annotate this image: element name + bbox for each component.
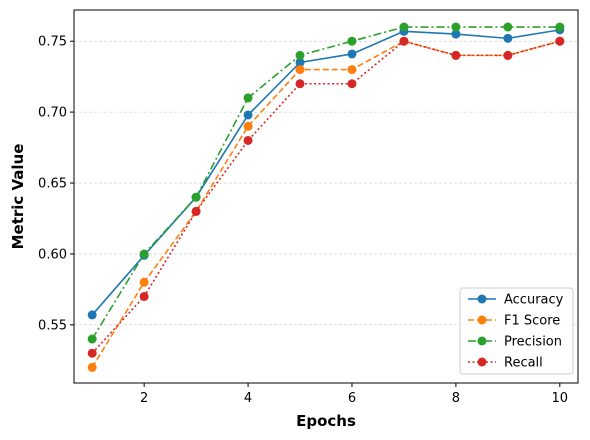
data-point [295,57,305,67]
plot-area-frame [73,9,579,384]
x-tick-label: 4 [244,391,252,406]
legend-marker [477,294,487,304]
data-point [139,291,149,301]
legend-box [459,287,574,375]
data-point [191,206,201,216]
data-point [295,65,305,75]
y-axis-label: Metric Value [9,144,27,250]
series-precision [87,22,565,344]
x-axis-label: Epochs [296,412,356,430]
data-point [451,29,461,39]
data-point [451,50,461,60]
data-point [87,334,97,344]
data-point [191,192,201,202]
data-point [87,348,97,358]
data-point [399,36,409,46]
legend-item: Recall [468,356,543,371]
data-point [347,65,357,75]
x-tick-label: 8 [452,391,460,406]
gridlines [74,40,578,326]
legend-marker [477,357,487,367]
legend-label: F1 Score [504,314,560,329]
data-point [295,79,305,89]
data-point [243,135,253,145]
legend-label: Accuracy [504,293,564,308]
legend-label: Precision [504,335,562,350]
series-line [91,40,561,368]
data-point [503,50,513,60]
data-point [503,22,513,32]
data-point [347,79,357,89]
series-line [91,29,560,316]
x-tick-label: 2 [140,391,148,406]
series-group [87,22,565,372]
y-tick-label: 0.55 [38,318,67,333]
data-point [555,22,565,32]
data-point [139,249,149,259]
x-tick-label: 6 [348,391,356,406]
data-point [503,33,513,43]
legend-marker [477,315,487,325]
series-accuracy [87,25,565,320]
data-point [347,49,357,59]
legend-item: Precision [468,335,562,350]
y-tick-label: 0.65 [38,177,67,192]
data-point [347,36,357,46]
y-tick-label: 0.70 [38,106,67,121]
y-tick-label: 0.75 [38,35,67,50]
data-point [243,93,253,103]
legend-item: F1 Score [468,314,560,329]
legend-item: Accuracy [468,293,564,308]
data-point [295,50,305,60]
data-point [87,362,97,372]
x-axis-ticks: 2 4 6 8 10 [140,383,568,406]
series-line [91,40,561,354]
data-point [243,110,253,120]
data-point [139,277,149,287]
data-point [555,36,565,46]
y-axis-ticks: 0.55 0.60 0.65 0.70 0.75 [38,35,74,333]
legend-marker [477,336,487,346]
data-point [399,22,409,32]
data-point [87,310,97,320]
data-point [243,121,253,131]
data-point [451,22,461,32]
legend-label: Recall [504,356,543,371]
x-tick-label: 10 [552,391,569,406]
y-tick-label: 0.60 [38,247,67,262]
series-recall [87,36,565,358]
legend: Accuracy F1 Score Precision Recall [459,287,574,375]
